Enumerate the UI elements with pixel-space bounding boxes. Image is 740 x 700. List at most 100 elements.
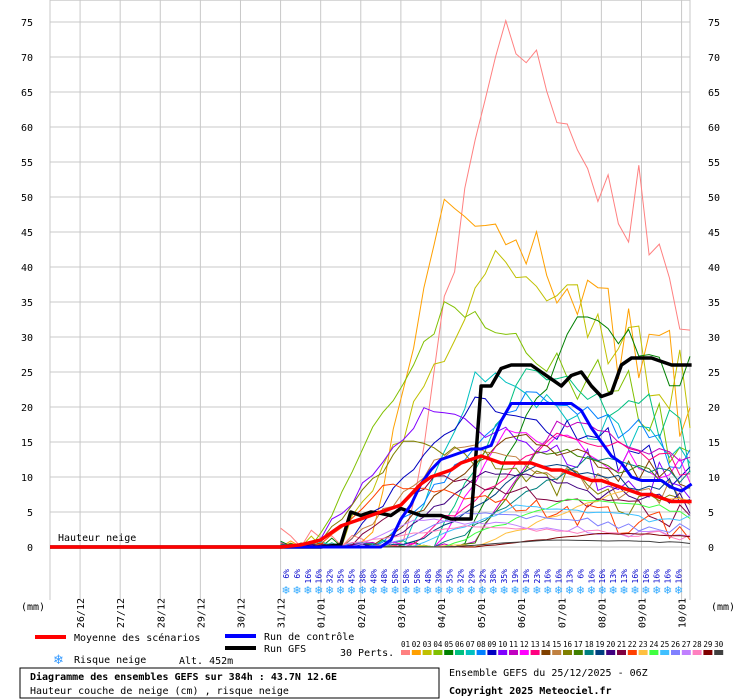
- pert-swatch: [401, 650, 410, 655]
- ensemble-member-line: [280, 300, 691, 548]
- snowflake-icon: ❄: [587, 584, 596, 597]
- y-tick-label-left: 40: [21, 263, 33, 274]
- risk-percent-label: 23%: [533, 569, 542, 584]
- pert-number: 22: [628, 640, 637, 649]
- snowflake-icon: ❄: [336, 584, 345, 597]
- plot-area: [49, 0, 691, 548]
- pert-number: 30: [714, 640, 724, 649]
- risk-percent-label: 16%: [664, 569, 673, 584]
- risk-percent-label: 16%: [598, 569, 607, 584]
- snowflake-icon: ❄: [423, 584, 432, 597]
- snowflake-icon: ❄: [510, 584, 519, 597]
- y-tick-label-left: 10: [21, 473, 33, 484]
- pert-swatch: [595, 650, 605, 655]
- perturbation-legend: 01 02 03 04 05 06 07 08 09 10 11 12 13 14 15 16 17 18 19 20…: [401, 640, 724, 655]
- risk-percent-label: 48%: [380, 569, 389, 584]
- snowflake-icon: ❄: [53, 653, 64, 668]
- y-tick-label-right: 60: [708, 123, 720, 134]
- y-tick-label-left: 55: [21, 158, 33, 169]
- risk-percent-label: 13%: [620, 569, 629, 584]
- snowflake-icon: ❄: [314, 584, 323, 597]
- footer-box: [19, 667, 440, 699]
- pert-number: 15: [552, 640, 561, 649]
- pert-swatch: [498, 650, 508, 655]
- snowflake-icon: ❄: [489, 584, 498, 597]
- ensemble-member-line: [280, 249, 691, 548]
- risk-percent-label: 16%: [653, 569, 662, 584]
- pert-number: 16: [563, 640, 573, 649]
- pert-number: 21: [617, 640, 626, 649]
- ensemble-member-line: [280, 444, 691, 548]
- snowflake-icon: ❄: [434, 584, 443, 597]
- y-tick-label-right: 30: [708, 333, 720, 344]
- y-tick-label-left: 30: [21, 333, 33, 344]
- snowflake-icon: ❄: [554, 584, 563, 597]
- risk-percent-label: 16%: [315, 569, 324, 584]
- risk-percent-label: 32%: [478, 569, 487, 584]
- pert-number: 13: [531, 640, 540, 649]
- pert-number: 04: [433, 640, 443, 649]
- risk-percent-label: 38%: [358, 569, 367, 584]
- x-tick-label: 29/12: [196, 598, 207, 628]
- pert-swatch: [617, 650, 626, 655]
- snow-risk-band: ❄6%❄6%❄16%❄16%❄32%❄35%❄45%❄38%❄48%❄48%❄5…: [281, 569, 683, 597]
- risk-label: Risque neige: [74, 655, 146, 666]
- risk-percent-label: 13%: [566, 569, 575, 584]
- y-tick-label-right: 35: [708, 298, 720, 309]
- y-tick-label-right: 75: [708, 18, 720, 29]
- snowflake-icon: ❄: [380, 584, 389, 597]
- pert-number: 19: [595, 640, 604, 649]
- y-tick-label-left: 60: [21, 123, 33, 134]
- pert-swatch: [552, 650, 562, 655]
- y-tick-label-left: 15: [21, 438, 33, 449]
- mean-label: Moyenne des scénarios: [74, 632, 200, 644]
- x-tick-label: 28/12: [156, 598, 167, 628]
- snowflake-icon: ❄: [478, 584, 487, 597]
- risk-percent-label: 39%: [435, 569, 444, 584]
- risk-percent-label: 38%: [489, 569, 498, 584]
- snowflake-icon: ❄: [412, 584, 421, 597]
- pert-number: 26: [671, 640, 681, 649]
- x-tick-label: 08/01: [597, 598, 608, 628]
- snowflake-icon: ❄: [292, 584, 301, 597]
- risk-percent-label: 35%: [500, 569, 509, 584]
- x-tick-label: 03/01: [397, 598, 408, 628]
- grid: [49, 0, 691, 600]
- snowflake-icon: ❄: [652, 584, 661, 597]
- snowflake-icon: ❄: [347, 584, 356, 597]
- snowflake-icon: ❄: [325, 584, 334, 597]
- pert-swatch: [541, 650, 551, 655]
- x-tick-label: 04/01: [437, 598, 448, 628]
- risk-percent-label: 48%: [424, 569, 433, 584]
- y-tick-label-left: 5: [27, 508, 33, 519]
- pert-number: 02: [412, 640, 421, 649]
- x-tick-label: 06/01: [517, 598, 528, 628]
- gfs-label: Run GFS: [264, 644, 306, 655]
- pert-swatch: [444, 650, 454, 655]
- snowflake-icon: ❄: [467, 584, 476, 597]
- risk-percent-label: 35%: [337, 569, 346, 584]
- snowflake-icon: ❄: [630, 584, 639, 597]
- pert-swatch: [422, 650, 432, 655]
- ensemble-label: Ensemble GEFS du 25/12/2025 - 06Z: [449, 668, 648, 679]
- pert-number: 11: [509, 640, 518, 649]
- snowflake-icon: ❄: [674, 584, 683, 597]
- y-tick-label-left: 45: [21, 228, 33, 239]
- snowflake-icon: ❄: [499, 584, 508, 597]
- snowflake-icon: ❄: [358, 584, 367, 597]
- y-tick-label-right: 55: [708, 158, 720, 169]
- pert-number: 03: [423, 640, 432, 649]
- pert-number: 10: [498, 640, 508, 649]
- pert-swatch: [660, 650, 670, 655]
- y-tick-label-right: 5: [708, 508, 714, 519]
- y-tick-label-right: 20: [708, 403, 720, 414]
- risk-percent-label: 6%: [282, 569, 291, 579]
- y-tick-label-left: 35: [21, 298, 33, 309]
- pert-swatch: [519, 650, 529, 655]
- series-line-0: [50, 454, 692, 549]
- pert-swatch: [692, 650, 702, 655]
- snowflake-icon: ❄: [456, 584, 465, 597]
- pert-swatch: [433, 650, 443, 655]
- y-tick-label-left: 25: [21, 368, 33, 379]
